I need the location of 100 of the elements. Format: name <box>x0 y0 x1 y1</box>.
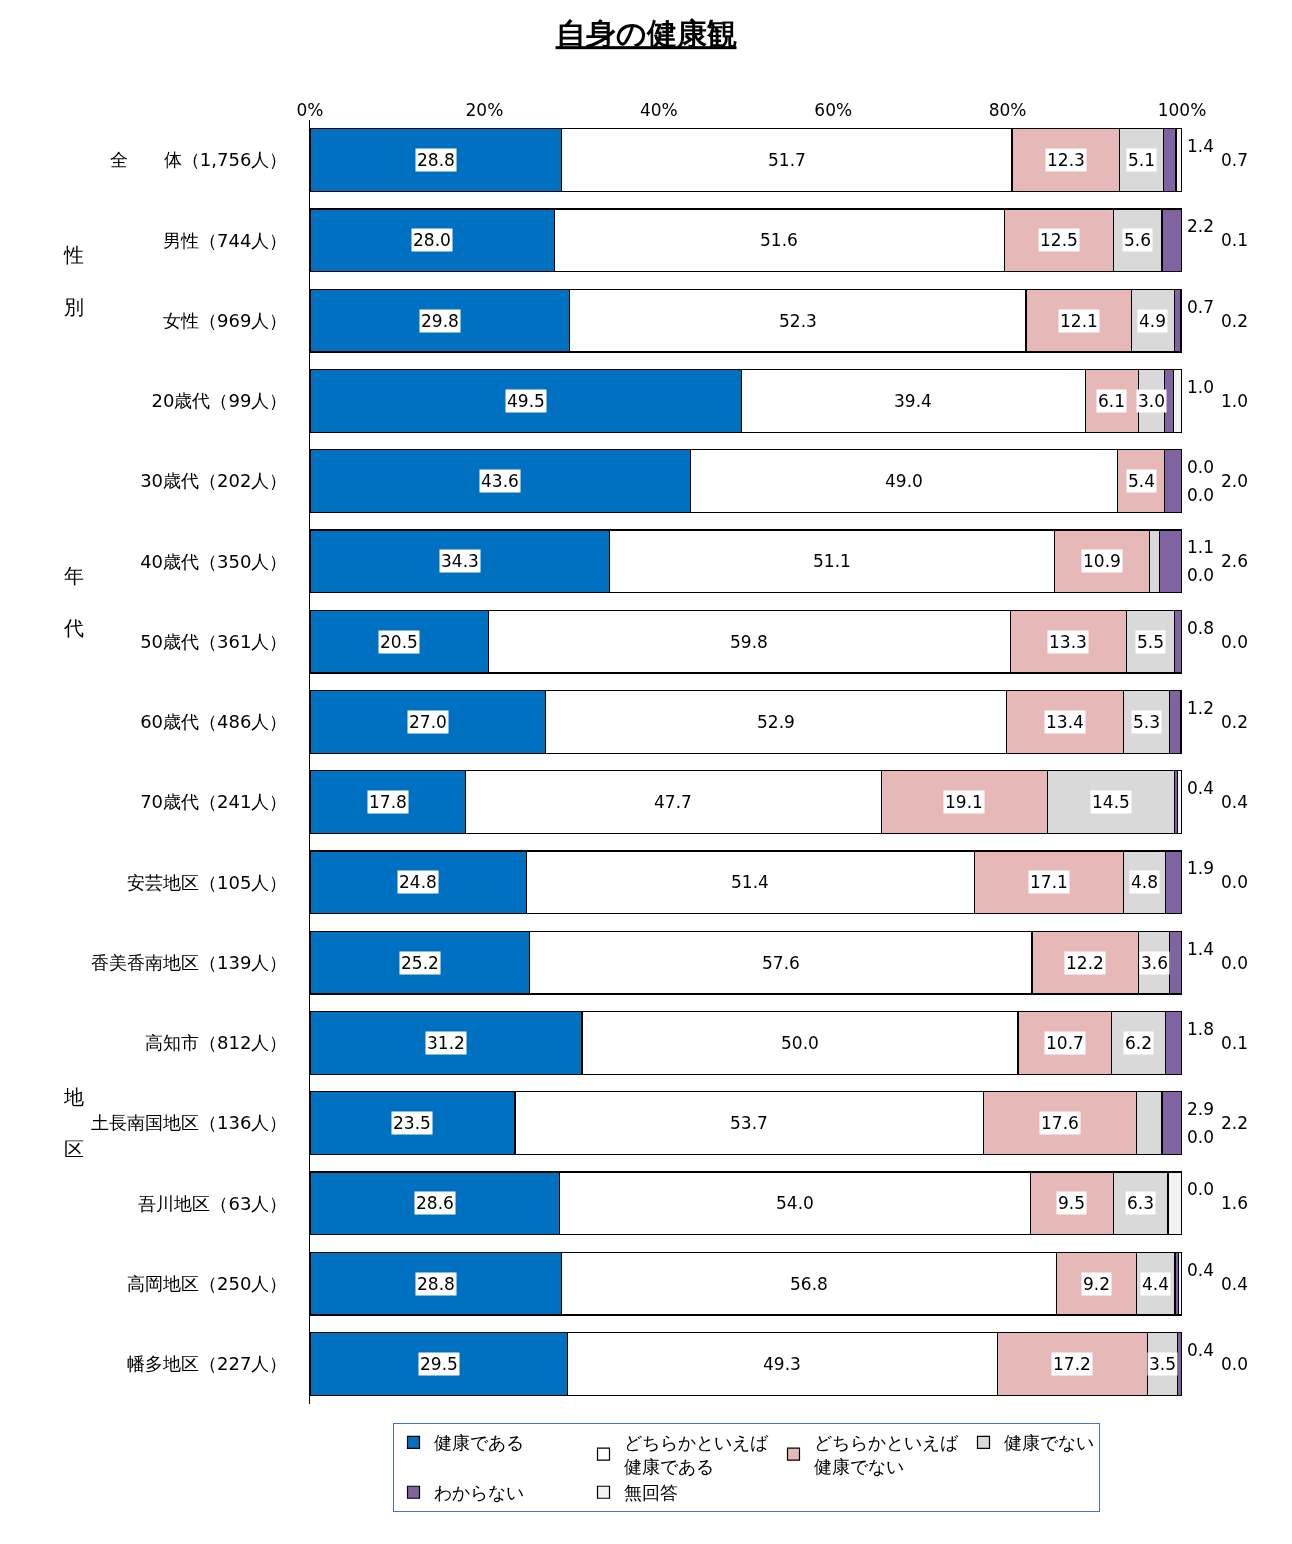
data-label: 0.0 <box>1187 1179 1215 1199</box>
data-label: 1.0 <box>1221 391 1249 411</box>
data-label: 5.1 <box>1128 150 1156 170</box>
data-label: 0.0 <box>1187 1127 1215 1147</box>
data-label: 29.5 <box>420 1354 458 1374</box>
data-label: 9.5 <box>1058 1193 1086 1213</box>
data-label: 0.0 <box>1221 872 1249 892</box>
data-label: 0.2 <box>1221 311 1249 331</box>
data-label: 0.0 <box>1187 485 1215 505</box>
data-label: 0.7 <box>1221 150 1249 170</box>
data-label: 0.0 <box>1221 953 1249 973</box>
y-tick-label: 50歳代（361人） <box>140 630 288 652</box>
data-label: 0.1 <box>1221 1033 1249 1053</box>
data-label: 19.1 <box>945 792 983 812</box>
x-tick-label: 60% <box>814 99 853 120</box>
data-label: 24.8 <box>399 872 437 892</box>
data-label: 10.9 <box>1083 551 1121 571</box>
data-label: 0.0 <box>1187 565 1215 585</box>
data-label: 31.2 <box>427 1033 465 1053</box>
data-label: 0.4 <box>1187 1260 1215 1280</box>
data-label: 49.3 <box>763 1354 801 1374</box>
data-label: 5.3 <box>1133 712 1161 732</box>
chart-title: 自身の健康観 <box>555 16 737 52</box>
data-label: 0.0 <box>1221 1354 1249 1374</box>
data-label: 1.9 <box>1187 858 1215 878</box>
text: 性別 <box>64 243 84 319</box>
data-label: 0.8 <box>1187 618 1215 638</box>
data-label: 23.5 <box>393 1113 431 1133</box>
data-label: 0.7 <box>1187 297 1215 317</box>
data-label: 0.4 <box>1221 792 1249 812</box>
data-label: 0.1 <box>1221 230 1249 250</box>
y-tick-label: 男性（744人） <box>163 229 288 251</box>
data-label: 17.6 <box>1041 1113 1079 1133</box>
data-label: 34.3 <box>441 551 479 571</box>
data-label: 0.0 <box>1187 457 1215 477</box>
data-label: 4.8 <box>1131 872 1159 892</box>
x-tick-label: 0% <box>296 99 324 120</box>
y-tick-label: 高岡地区（250人） <box>127 1272 288 1294</box>
data-label: 25.2 <box>401 953 439 973</box>
data-label: 6.1 <box>1098 391 1126 411</box>
data-label: 17.2 <box>1053 1354 1091 1374</box>
data-label: 17.1 <box>1030 872 1068 892</box>
data-label: 52.9 <box>757 712 795 732</box>
y-tick-label: 高知市（812人） <box>145 1032 288 1054</box>
x-tick-label: 100% <box>1157 99 1207 120</box>
data-label: 10.7 <box>1046 1033 1084 1053</box>
x-tick-label: 20% <box>465 99 504 120</box>
data-label: 28.6 <box>416 1193 454 1213</box>
data-label: 28.8 <box>417 1274 455 1294</box>
data-label: 12.1 <box>1060 311 1098 331</box>
data-label: 1.1 <box>1187 537 1215 557</box>
data-label: 5.4 <box>1128 471 1156 491</box>
x-tick-label: 80% <box>988 99 1027 120</box>
legend-label: 無回答 <box>623 1482 678 1504</box>
y-tick-label: 70歳代（241人） <box>140 791 288 813</box>
legend-label: どちらかといえば健康でない <box>813 1432 959 1477</box>
data-label: 1.8 <box>1187 1019 1215 1039</box>
data-label: 1.6 <box>1221 1193 1249 1213</box>
data-label: 1.4 <box>1187 939 1215 959</box>
data-label: 51.4 <box>731 872 769 892</box>
data-label: 51.1 <box>813 551 851 571</box>
data-label: 54.0 <box>776 1193 814 1213</box>
data-label: 43.6 <box>481 471 519 491</box>
data-label: 3.6 <box>1141 953 1169 973</box>
data-label: 0.0 <box>1221 632 1249 652</box>
y-tick-label: 30歳代（202人） <box>140 470 288 492</box>
data-label: 4.4 <box>1142 1274 1170 1294</box>
data-label: 49.0 <box>885 471 923 491</box>
legend-label: 健康である <box>433 1432 524 1454</box>
y-tick-label: 20歳代（99人） <box>151 390 288 412</box>
data-label: 5.5 <box>1137 632 1165 652</box>
data-label: 53.7 <box>730 1113 768 1133</box>
data-label: 4.9 <box>1139 311 1167 331</box>
data-label: 29.8 <box>421 311 459 331</box>
data-label: 57.6 <box>762 953 800 973</box>
x-tick-label: 40% <box>639 99 678 120</box>
data-label: 2.6 <box>1221 551 1249 571</box>
data-label: 17.8 <box>369 792 407 812</box>
data-label: 56.8 <box>790 1274 828 1294</box>
data-label: 6.2 <box>1125 1033 1153 1053</box>
data-label: 0.2 <box>1221 712 1249 732</box>
legend-label: わからない <box>433 1482 524 1504</box>
data-label: 3.0 <box>1138 391 1166 411</box>
data-label: 12.5 <box>1040 230 1078 250</box>
data-label: 1.0 <box>1187 377 1215 397</box>
data-label: 12.2 <box>1066 953 1104 973</box>
y-tick-label: 吾川地区（63人） <box>138 1192 288 1214</box>
data-label: 28.0 <box>413 230 451 250</box>
legend-label: どちらかといえば健康である <box>623 1432 769 1477</box>
bar <box>1177 770 1182 835</box>
data-label: 0.4 <box>1221 1274 1249 1294</box>
legend-label: 健康でない <box>1003 1432 1094 1454</box>
text: 地区 <box>64 1085 84 1161</box>
data-label: 2.2 <box>1187 216 1215 236</box>
data-label: 5.6 <box>1124 230 1152 250</box>
y-tick-label: 40歳代（350人） <box>140 550 288 572</box>
data-label: 39.4 <box>894 391 932 411</box>
y-tick-label: 安芸地区（105人） <box>127 871 288 893</box>
data-label: 27.0 <box>409 712 447 732</box>
y-tick-label: 土長南国地区（136人） <box>91 1112 288 1134</box>
